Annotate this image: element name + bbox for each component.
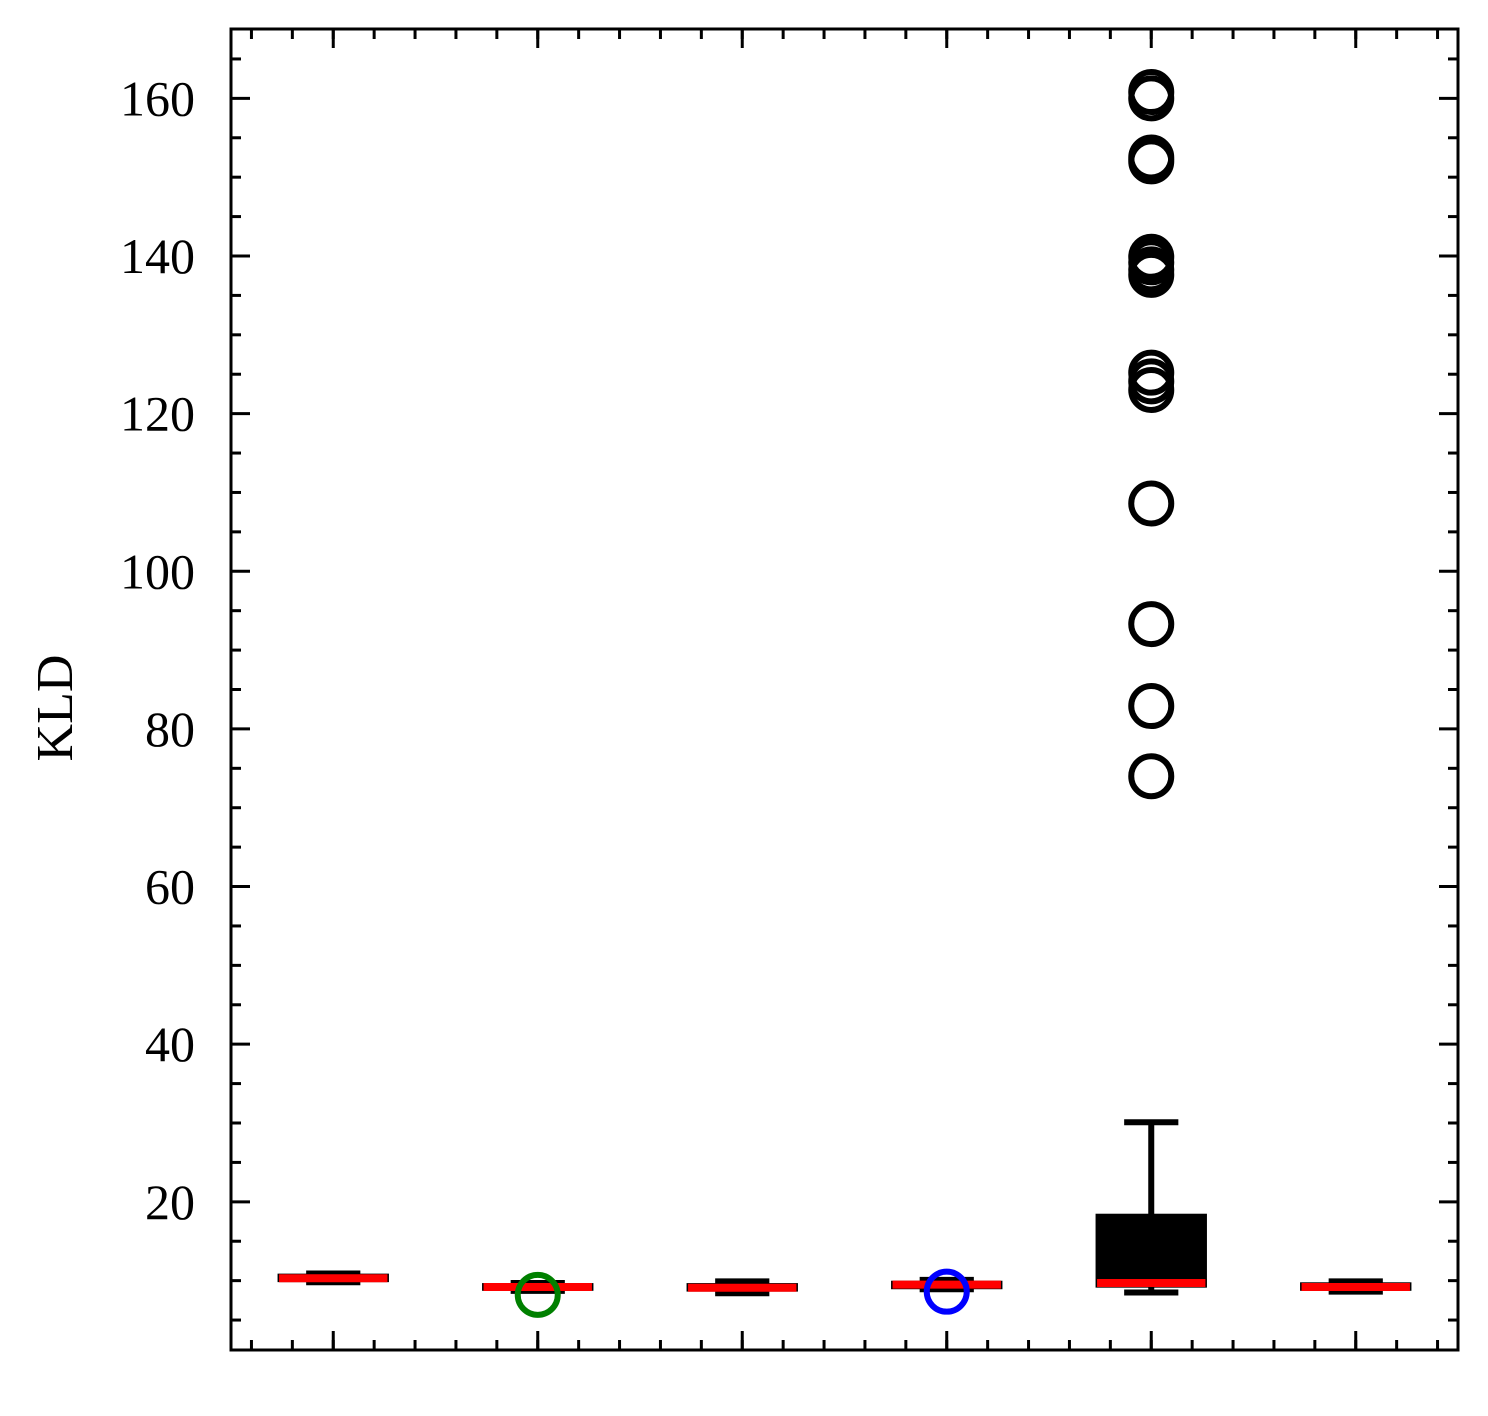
y-axis-label: KLD — [27, 655, 84, 762]
flier-point — [1128, 601, 1175, 648]
plot-frame — [229, 27, 1460, 1352]
box-group — [686, 1278, 798, 1297]
y-tick-label: 40 — [145, 1016, 195, 1072]
box-group — [1095, 69, 1207, 1296]
y-tick-label: 60 — [145, 859, 195, 915]
y-tick-label: 100 — [120, 543, 195, 599]
plot-area — [277, 69, 1412, 1318]
box-group — [1300, 1278, 1412, 1295]
y-tick-label: 140 — [120, 228, 195, 284]
flier-point — [923, 1268, 970, 1315]
y-tick-label: 120 — [120, 386, 195, 442]
flier-point — [1128, 683, 1175, 730]
y-tick-label: 80 — [145, 701, 195, 757]
flier-point — [1128, 134, 1175, 181]
flier-point — [1128, 753, 1175, 800]
flier-point — [1128, 349, 1175, 396]
flier-point — [514, 1271, 561, 1318]
axis-ticks: 20 40 60 80 100 120 140 160 — [120, 29, 1458, 1350]
box-group — [482, 1271, 594, 1318]
y-tick-label: 20 — [145, 1174, 195, 1230]
flier-point — [1128, 480, 1175, 527]
y-tick-label: 160 — [120, 70, 195, 126]
flier-point — [1128, 69, 1175, 116]
y-axis-label-group: KLD — [27, 655, 84, 762]
box-group — [277, 1270, 389, 1286]
flier-point — [1128, 233, 1175, 280]
box-group — [891, 1268, 1003, 1315]
box-body — [1095, 1213, 1207, 1288]
